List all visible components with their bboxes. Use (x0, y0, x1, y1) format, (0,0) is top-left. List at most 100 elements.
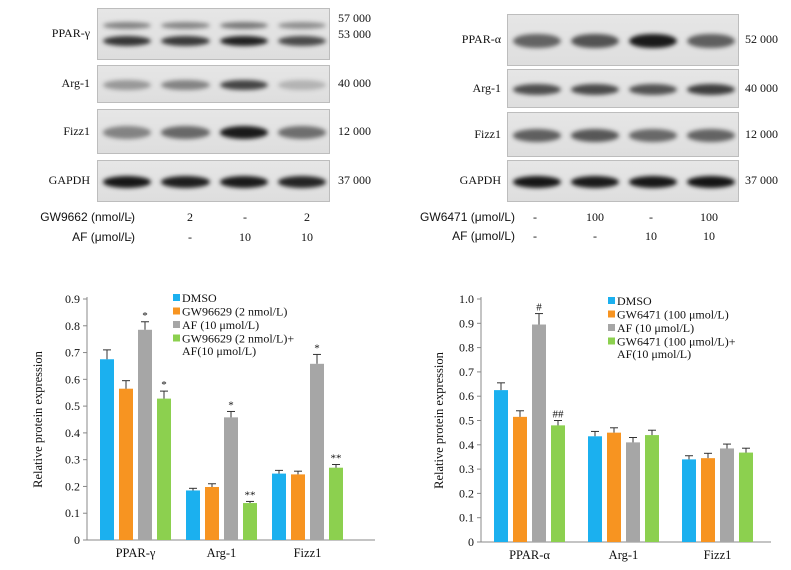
treatment-value: - (128, 210, 132, 224)
blot-protein-label: PPAR-α (461, 32, 501, 46)
y-tick-label: 0.2 (459, 486, 474, 500)
x-category-label: PPAR-α (509, 548, 550, 562)
molecular-weight-label: 12 000 (338, 123, 371, 138)
treatment-label: GW6471 (μmol/L) (420, 210, 515, 224)
bar (494, 390, 508, 542)
legend-label: AF(10 μmol/L) (182, 344, 256, 358)
y-tick-label: 0.3 (65, 453, 80, 467)
blot-band (687, 33, 735, 49)
treatment-label: AF (μmol/L) (452, 229, 515, 243)
blot-band (103, 126, 152, 139)
treatment-value: 10 (645, 229, 657, 243)
blot-image-1 (97, 65, 330, 103)
blot-protein-label: Fizz1 (474, 126, 501, 141)
bar (739, 452, 753, 542)
legend-swatch (173, 294, 180, 301)
significance-mark: * (314, 342, 320, 354)
treatment-value: - (533, 210, 537, 224)
blot-protein-label: GAPDH (459, 173, 501, 187)
legend-label: GW96629 (2 nmol/L)+ (182, 332, 294, 346)
blot-band (571, 84, 619, 95)
blot-protein-label: PPAR-γ (51, 26, 90, 40)
blot-band (219, 22, 268, 30)
bar (224, 417, 238, 540)
legend-label: GW96629 (2 nmol/L) (182, 305, 287, 319)
blot-band (219, 79, 268, 91)
x-category-label: Fizz1 (294, 546, 322, 560)
blot-band (103, 79, 152, 91)
bar (551, 425, 565, 542)
blot-band (277, 176, 326, 188)
blot-image-0 (507, 14, 739, 66)
blot-protein-label: Fizz1 (63, 123, 90, 138)
y-tick-label: 0.6 (459, 389, 474, 403)
legend-label: GW6471 (100 μmol/L)+ (617, 335, 736, 349)
y-tick-label: 0 (468, 535, 474, 549)
blot-band (571, 176, 619, 188)
treatment-value: 10 (301, 230, 313, 244)
bar (329, 467, 343, 540)
legend-swatch (173, 321, 180, 328)
y-tick-label: 0.9 (459, 316, 474, 330)
legend-swatch (608, 310, 615, 318)
blot-protein-label: Arg-1 (472, 80, 501, 95)
treatment-value: - (649, 210, 653, 224)
blot-band (103, 176, 152, 188)
x-category-label: Arg-1 (609, 548, 639, 562)
bar (119, 388, 133, 540)
blot-band (161, 79, 210, 91)
blot-band (219, 36, 268, 47)
legend-swatch (608, 324, 615, 331)
legend-swatch (173, 334, 180, 342)
blot-protein-label: GAPDH (48, 173, 90, 187)
y-tick-label: 0.4 (65, 426, 80, 440)
legend-label: GW6471 (100 μmol/L) (617, 308, 729, 322)
bar (205, 486, 219, 540)
left-figure-panel: PPAR-γ 57 000 53 000 Arg-1 40 000 Fizz1 12 000… (0, 0, 395, 570)
treatment-label: AF (μmol/L) (72, 230, 135, 244)
blot-band (219, 176, 268, 188)
y-axis-label: Relative protein expression (432, 351, 446, 489)
molecular-weight-label: 57 000 (338, 11, 371, 26)
blot-band (513, 129, 561, 142)
y-tick-label: 0.1 (65, 506, 80, 520)
bar (138, 329, 152, 540)
y-tick-label: 0.8 (65, 319, 80, 333)
blot-band (629, 129, 677, 142)
bar (243, 503, 257, 540)
molecular-weight-label: 12 000 (745, 126, 778, 141)
bar (607, 432, 621, 542)
significance-mark: * (142, 310, 148, 322)
blot-band (687, 84, 735, 95)
blot-band (277, 36, 326, 47)
blot-band (103, 36, 152, 47)
blot-image-2 (97, 109, 330, 154)
blot-band (161, 126, 210, 139)
bar (645, 435, 659, 542)
y-tick-label: 0 (74, 533, 80, 547)
legend-label: AF (10 μmol/L) (617, 321, 694, 335)
blot-band (571, 33, 619, 49)
x-category-label: Arg-1 (207, 546, 237, 560)
x-category-label: Fizz1 (704, 548, 732, 562)
blot-image-1 (507, 69, 739, 108)
y-tick-label: 0.4 (459, 438, 474, 452)
y-tick-label: 0.6 (65, 372, 80, 386)
significance-mark: # (536, 302, 542, 314)
treatment-value: 10 (239, 230, 251, 244)
legend-swatch (173, 307, 180, 315)
bar (513, 416, 527, 542)
blot-image-2 (507, 112, 739, 157)
significance-mark: ** (331, 452, 342, 464)
blot-band (161, 22, 210, 30)
y-axis-label: Relative protein expression (31, 350, 45, 488)
y-tick-label: 0.2 (65, 479, 80, 493)
blot-image-3 (507, 160, 739, 202)
y-tick-label: 0.1 (459, 511, 474, 525)
blot-protein-label: Arg-1 (61, 76, 90, 90)
blot-band (687, 176, 735, 188)
molecular-weight-label: 53 000 (338, 27, 371, 42)
legend-swatch (608, 297, 615, 304)
y-tick-label: 0.3 (459, 462, 474, 476)
treatment-value: - (188, 230, 192, 244)
